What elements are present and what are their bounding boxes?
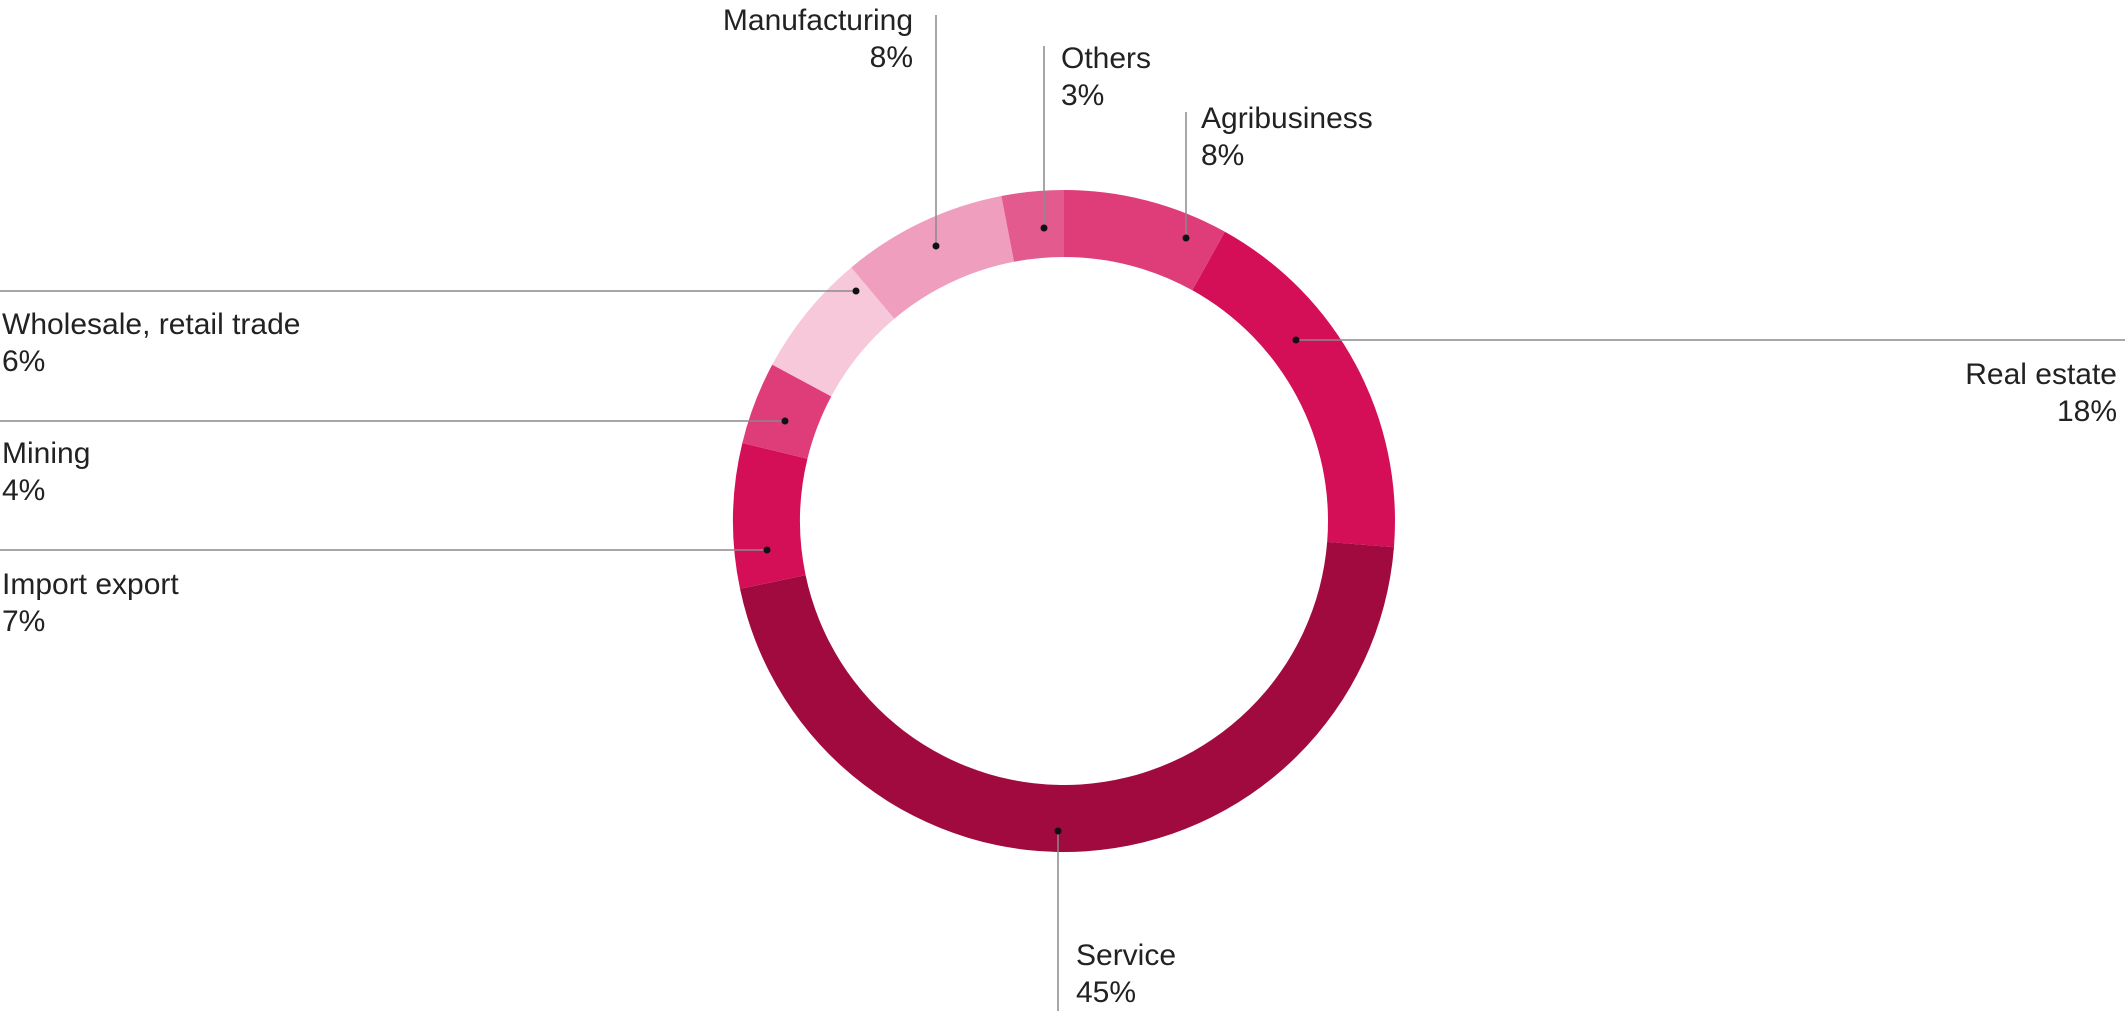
slice-label: Import export 7% <box>2 568 179 638</box>
slice-service <box>740 541 1394 853</box>
slice-value-label: 4% <box>2 474 45 507</box>
slice-name-label: Import export <box>2 568 179 601</box>
slice-value-label: 18% <box>2057 395 2117 428</box>
slice-mining <box>742 364 832 459</box>
slice-name-label: Real estate <box>1965 358 2117 391</box>
slice-value-label: 8% <box>870 41 913 74</box>
leader-dot <box>852 287 860 295</box>
slice-label: Mining 4% <box>2 437 90 507</box>
slice-real-estate <box>1192 231 1396 548</box>
slice-import-export <box>733 442 808 589</box>
slice-label: Wholesale, retail trade 6% <box>2 308 300 378</box>
leader-dot <box>763 546 771 554</box>
slice-name-label: Mining <box>2 437 90 470</box>
slice-value-label: 6% <box>2 345 45 378</box>
leader-dot <box>1040 224 1048 232</box>
leader-dot <box>1292 336 1300 344</box>
slice-label: Manufacturing 8% <box>723 4 913 74</box>
slice-agribusiness <box>1064 190 1225 291</box>
donut-slices <box>733 190 1396 853</box>
slice-value-label: 7% <box>2 605 45 638</box>
slice-name-label: Wholesale, retail trade <box>2 308 300 341</box>
slice-label: Real estate 18% <box>1965 358 2117 428</box>
leader-dot <box>1054 827 1062 835</box>
slice-value-label: 3% <box>1061 79 1104 112</box>
slice-label: Others 3% <box>1061 42 1151 112</box>
slice-others <box>1001 190 1064 262</box>
leader-dot <box>932 242 940 250</box>
slice-wholesale-retail-trade <box>772 267 895 397</box>
slice-manufacturing <box>851 195 1015 319</box>
slice-name-label: Manufacturing <box>723 4 913 37</box>
leader-dot <box>1182 234 1190 242</box>
slice-label: Agribusiness 8% <box>1201 102 1373 172</box>
slice-label: Service 45% <box>1076 939 1176 1009</box>
slice-name-label: Others <box>1061 42 1151 75</box>
slice-name-label: Service <box>1076 939 1176 972</box>
slice-labels: Agribusiness 8% Real estate 18% Service 45% Im… <box>2 4 2117 1009</box>
leader-lines <box>0 15 2125 1011</box>
leader-dot <box>781 417 789 425</box>
slice-name-label: Agribusiness <box>1201 102 1373 135</box>
slice-value-label: 45% <box>1076 976 1136 1009</box>
slice-value-label: 8% <box>1201 139 1244 172</box>
